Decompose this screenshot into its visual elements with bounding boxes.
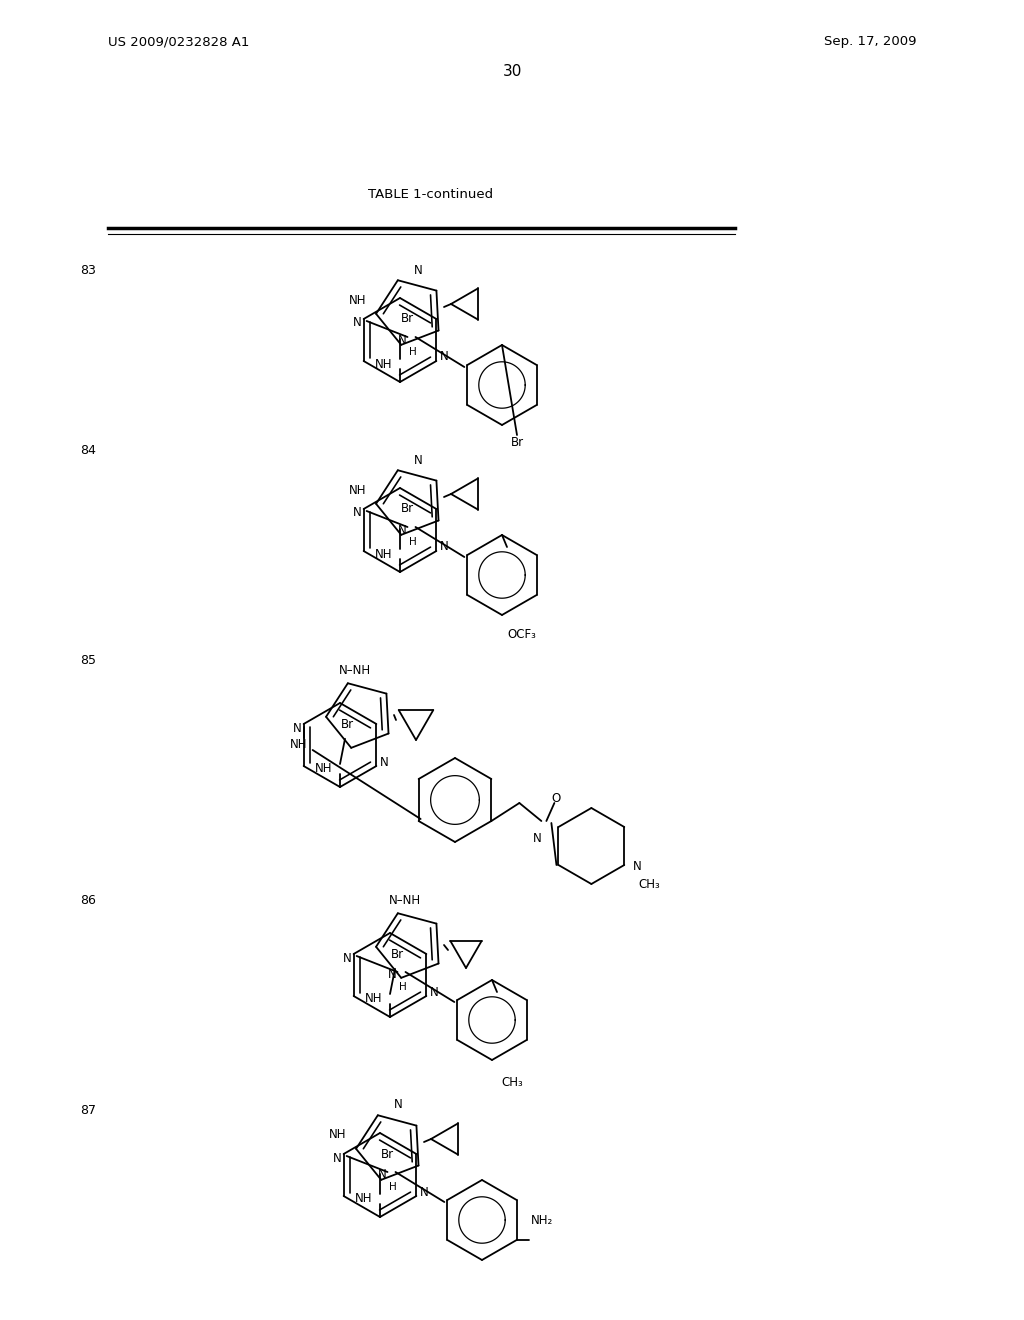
Text: NH: NH [329,1129,346,1142]
Text: N: N [440,351,449,363]
Text: N–NH: N–NH [339,664,371,677]
Text: US 2009/0232828 A1: US 2009/0232828 A1 [108,36,250,49]
Text: N: N [633,859,642,873]
Text: 30: 30 [503,65,521,79]
Text: N: N [343,952,352,965]
Text: N: N [393,1098,402,1111]
Text: N: N [353,507,362,520]
Text: OCF₃: OCF₃ [508,628,537,642]
Text: NH: NH [314,763,332,776]
Text: NH: NH [348,293,366,306]
Text: Sep. 17, 2009: Sep. 17, 2009 [823,36,916,49]
Text: N: N [353,317,362,330]
Text: N: N [293,722,302,734]
Text: NH: NH [365,993,382,1006]
Text: N: N [380,755,389,768]
Text: N: N [414,264,422,276]
Text: N: N [398,524,407,536]
Text: N: N [532,832,542,845]
Text: NH: NH [348,483,366,496]
Text: 86: 86 [80,894,96,907]
Text: N: N [440,540,449,553]
Text: 83: 83 [80,264,96,276]
Text: N: N [398,334,407,346]
Text: H: H [409,347,417,356]
Text: H: H [389,1181,396,1192]
Text: Br: Br [401,313,415,326]
Text: NH: NH [375,358,392,371]
Text: Br: Br [401,503,415,516]
Text: N: N [378,1168,387,1181]
Text: 85: 85 [80,653,96,667]
Text: NH: NH [290,738,307,751]
Text: N: N [333,1151,342,1164]
Text: NH: NH [354,1192,372,1205]
Text: Br: Br [510,437,523,450]
Text: H: H [398,982,407,993]
Text: N–NH: N–NH [389,895,421,908]
Text: CH₃: CH₃ [639,878,660,891]
Text: O: O [552,792,561,805]
Text: Br: Br [391,948,404,961]
Text: 87: 87 [80,1104,96,1117]
Text: CH₃: CH₃ [501,1076,523,1089]
Text: TABLE 1-continued: TABLE 1-continued [368,189,493,202]
Text: N: N [420,1185,429,1199]
Text: H: H [409,537,417,546]
Text: Br: Br [381,1147,394,1160]
Text: N: N [414,454,422,466]
Text: NH₂: NH₂ [530,1213,553,1226]
Text: NH: NH [375,548,392,561]
Text: Br: Br [341,718,354,730]
Text: 84: 84 [80,444,96,457]
Text: N: N [388,969,397,982]
Text: N: N [430,986,438,998]
